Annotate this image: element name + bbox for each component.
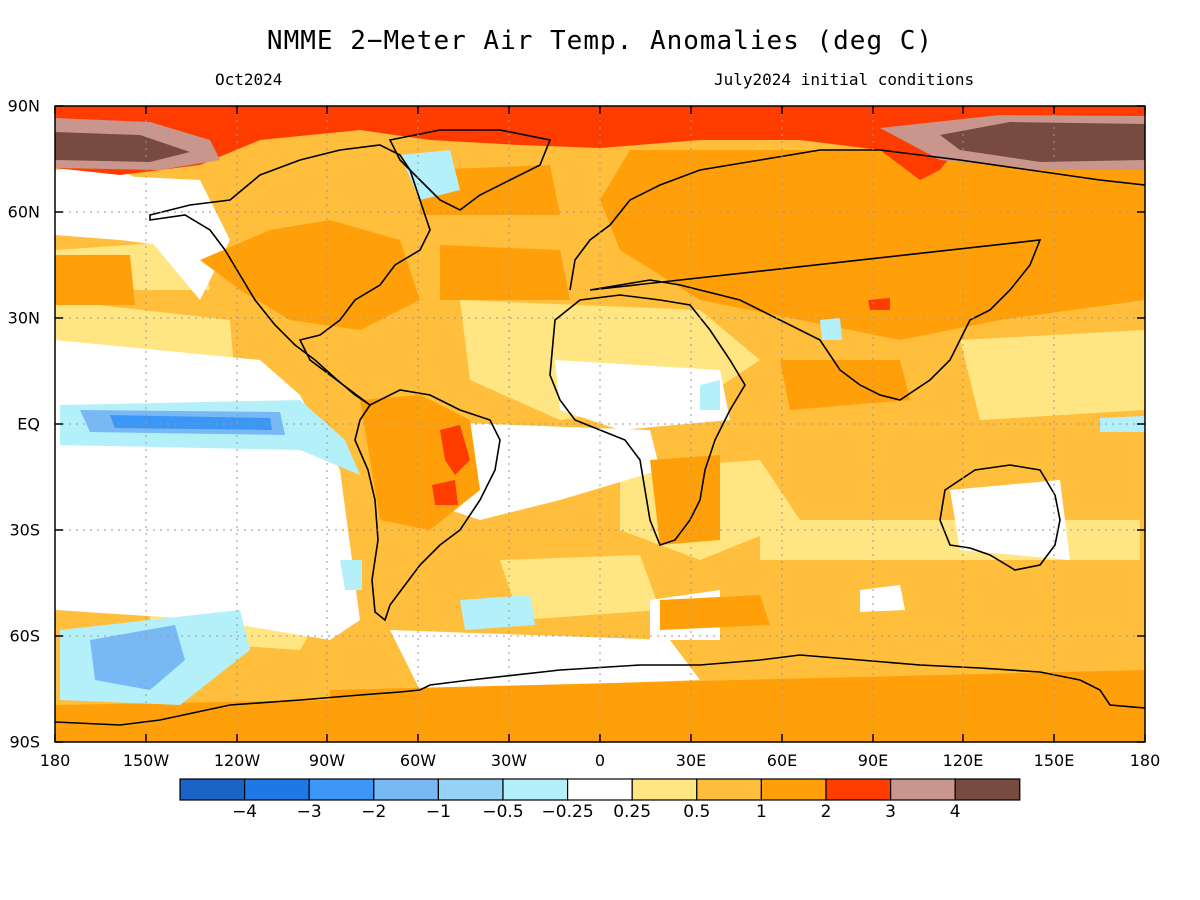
lon-label: 60W [399, 751, 437, 770]
colorbar-swatch [437, 778, 504, 801]
coastline-europe-asia [569, 149, 1145, 401]
colorbar-swatch [502, 778, 569, 801]
colorbar-swatch [760, 778, 827, 801]
lat-label: 30S [9, 520, 40, 540]
lon-label: 60E [766, 751, 798, 770]
coastline-africa [549, 294, 746, 546]
lon-label: 180 [1129, 751, 1161, 770]
colorbar-label: 4 [949, 802, 961, 822]
axis-ticks [54, 105, 1146, 743]
colorbar-label: 1 [755, 802, 767, 822]
lon-label: 150E [1033, 751, 1075, 770]
colorbar-swatch [954, 778, 1021, 801]
coastline-australia [939, 464, 1061, 571]
lon-label: 150W [122, 751, 170, 770]
field-zone-high-positive [55, 115, 1145, 170]
field-zone-moderate-positive [55, 150, 1145, 742]
lat-label: 30N [7, 308, 40, 328]
coastline-north-america [149, 144, 431, 406]
colorbar-swatch [631, 778, 698, 801]
lat-label: 90N [7, 96, 40, 116]
colorbar [179, 778, 1021, 801]
coastlines [55, 129, 1145, 726]
colorbar-label: 2 [820, 802, 832, 822]
lon-label: 120W [213, 751, 261, 770]
lat-label: 90S [9, 732, 40, 752]
colorbar-swatch [566, 778, 633, 801]
colorbar-swatch [696, 778, 762, 801]
colorbar-swatch [373, 778, 439, 801]
graticule [55, 106, 1145, 742]
colorbar-label: −1 [425, 802, 451, 822]
colorbar-label: 0.25 [613, 802, 652, 822]
colorbar-swatch [308, 778, 375, 801]
coastline-antarctica [55, 654, 1145, 726]
field-zone-strong-negative [110, 415, 272, 430]
colorbar-swatch [889, 778, 956, 801]
colorbar-label: −0.25 [541, 802, 594, 822]
colorbar-swatch [179, 778, 246, 801]
lat-label: 60S [9, 626, 40, 646]
coastline-greenland [388, 129, 552, 211]
lat-label: 60N [7, 202, 40, 222]
colorbar-swatch [825, 778, 892, 801]
map-title: NMME 2−Meter Air Temp. Anomalies (deg C) [266, 26, 934, 56]
lat-label: EQ [17, 414, 40, 434]
colorbar-label: 0.5 [683, 802, 711, 822]
lon-label: 30E [675, 751, 707, 770]
lon-label: 30W [490, 751, 528, 770]
lon-label: 0 [594, 751, 606, 770]
lon-label: 90W [308, 751, 346, 770]
forecast-month: Oct2024 [215, 70, 283, 89]
colorbar-label: −4 [232, 802, 258, 822]
colorbar-label: −2 [361, 802, 387, 822]
coastline-south-america [354, 389, 501, 622]
colorbar-label: 3 [885, 802, 897, 822]
colorbar-swatch [244, 778, 310, 801]
colorbar-label: −3 [296, 802, 322, 822]
initial-conditions: July2024 initial conditions [714, 70, 975, 89]
field-zone-neutral [55, 165, 1070, 690]
lon-label: 120E [942, 751, 984, 770]
lon-label: 90E [857, 751, 889, 770]
lon-label: 180 [39, 751, 71, 770]
colorbar-label: −0.5 [482, 802, 524, 822]
field-zone-moderate-negative [80, 410, 285, 690]
field-zone-extreme-positive [55, 122, 1145, 162]
